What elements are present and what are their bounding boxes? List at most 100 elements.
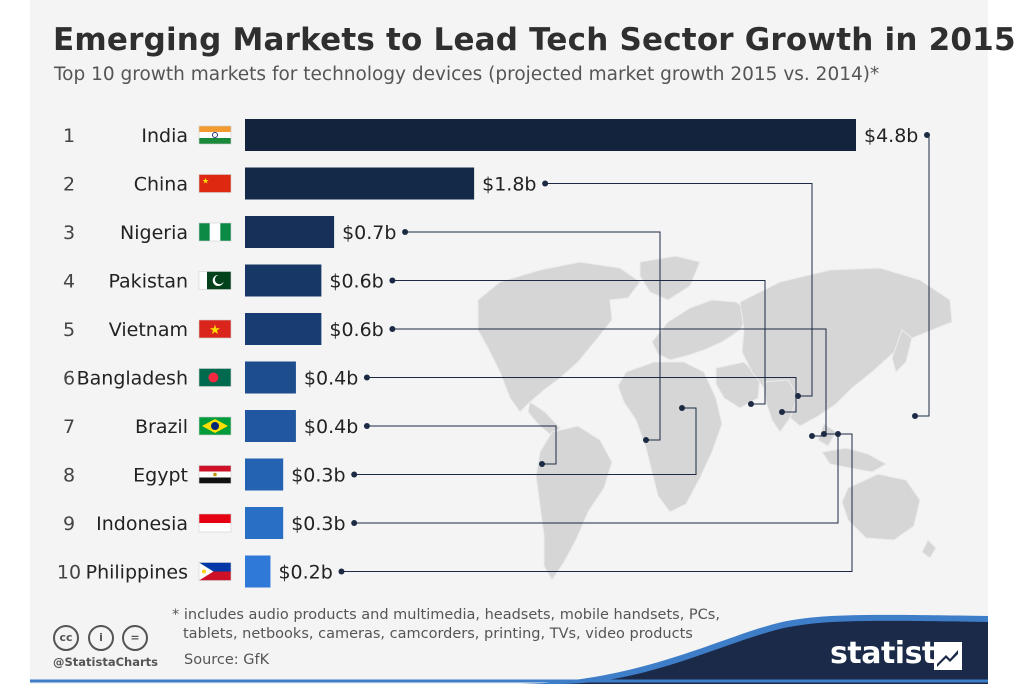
footnote-line-1: * includes audio products and multimedia… — [172, 607, 720, 623]
leader-line — [915, 134, 930, 417]
leader-line — [545, 183, 813, 397]
bar — [245, 167, 475, 200]
creative-commons-icon: cc — [53, 625, 79, 651]
attribution-icon: i — [88, 625, 114, 651]
rank-label: 10 — [57, 562, 81, 584]
egypt-flag-icon — [198, 465, 232, 484]
brazil-flag-icon — [198, 416, 232, 436]
indonesia-flag-icon — [198, 513, 232, 533]
leader-dot — [924, 132, 930, 138]
rank-label: 6 — [63, 368, 75, 390]
country-label: Pakistan — [108, 271, 188, 293]
rank-label: 8 — [63, 465, 75, 487]
value-label: $0.3b — [291, 465, 345, 487]
bar — [245, 361, 296, 394]
rank-label: 3 — [63, 222, 75, 244]
world-map — [477, 255, 953, 581]
value-label: $0.4b — [304, 416, 358, 438]
country-label: China — [134, 174, 188, 196]
location-dot — [539, 461, 545, 467]
rank-label: 1 — [63, 125, 75, 147]
footnote: * includes audio products and multimedia… — [172, 606, 772, 644]
bar — [245, 264, 322, 297]
rank-label: 4 — [63, 271, 75, 293]
leader-dot — [542, 180, 549, 187]
leader-line — [366, 377, 797, 413]
location-dot — [821, 431, 827, 437]
bar — [245, 216, 335, 248]
location-dot — [912, 413, 918, 419]
location-dot — [748, 401, 754, 407]
nigeria-flag-icon — [198, 222, 232, 242]
svg-text:★: ★ — [209, 323, 221, 338]
statista-logo-mark-icon — [934, 642, 962, 670]
brand-band — [520, 618, 988, 684]
leader-dot — [363, 374, 370, 381]
bar-row: 2 China ★ $1.8b — [63, 167, 537, 200]
value-label: $1.8b — [482, 174, 536, 196]
india-flag-icon — [198, 125, 232, 145]
bar-row: 5 Vietnam ★ $0.6b — [63, 313, 384, 345]
rank-label: 7 — [63, 416, 75, 438]
bar — [245, 313, 322, 345]
vietnam-flag-icon: ★ — [198, 319, 232, 339]
bar-row: 3 Nigeria $0.7b — [63, 216, 396, 248]
country-label: Philippines — [86, 562, 188, 584]
bar-rows: 1 India $4.8b 2 China ★ $1.8b 3 Nigeria $0.7b 4 Pak… — [57, 119, 918, 588]
rank-label: 5 — [63, 319, 75, 341]
bar — [245, 410, 296, 442]
leader-line — [366, 425, 557, 465]
bar — [245, 507, 284, 539]
social-handle[interactable]: @StatistaCharts — [53, 655, 158, 669]
bar-row: 1 India $4.8b — [63, 119, 918, 151]
chart-title: Emerging Markets to Lead Tech Sector Gro… — [53, 22, 1016, 58]
country-label: Vietnam — [109, 319, 188, 341]
philippines-flag-icon — [198, 562, 232, 581]
svg-text:★: ★ — [202, 177, 209, 186]
bar-row: 4 Pakistan $0.6b — [63, 264, 384, 297]
value-label: $0.6b — [329, 271, 383, 293]
bar — [245, 119, 856, 151]
leader-line — [405, 231, 661, 441]
bar-row: 9 Indonesia $0.3b — [63, 507, 346, 539]
leader-dot — [351, 520, 358, 526]
bar-row: 7 Brazil $0.4b — [63, 410, 358, 442]
location-dot — [679, 405, 685, 411]
leader-line — [392, 280, 766, 405]
location-dot — [779, 409, 785, 415]
china-flag-icon: ★ — [198, 174, 232, 193]
no-derivatives-icon: = — [122, 625, 148, 651]
bar-row: 8 Egypt $0.3b — [63, 458, 346, 491]
footnote-line-2: tablets, netbooks, cameras, camcorders, … — [183, 626, 693, 642]
rank-label: 2 — [63, 174, 75, 196]
location-dot — [835, 431, 841, 437]
value-label: $4.8b — [864, 125, 918, 147]
leader-dot — [402, 229, 409, 235]
leader-dot — [389, 277, 396, 284]
leader-line — [354, 407, 697, 475]
country-label: India — [141, 125, 188, 147]
chart-subtitle: Top 10 growth markets for technology dev… — [54, 64, 880, 85]
leader-line — [341, 433, 853, 572]
leader-dot — [338, 568, 345, 575]
leader-line — [392, 328, 827, 437]
leader-dot — [363, 423, 370, 429]
value-label: $0.3b — [291, 513, 345, 535]
country-label: Indonesia — [96, 513, 188, 535]
bangladesh-flag-icon — [198, 368, 232, 387]
country-label: Nigeria — [120, 222, 188, 244]
location-dot — [643, 437, 649, 443]
value-label: $0.6b — [329, 319, 383, 341]
location-dot — [809, 433, 815, 439]
leader-dot — [351, 471, 358, 478]
country-label: Brazil — [135, 416, 188, 438]
leader-lines — [338, 132, 930, 575]
source-label: Source: GfK — [184, 652, 270, 668]
rank-label: 9 — [63, 513, 75, 535]
bar-row: 10 Philippines $0.2b — [57, 555, 333, 588]
value-label: $0.2b — [278, 562, 332, 584]
bar — [245, 555, 271, 588]
bar — [245, 458, 284, 491]
